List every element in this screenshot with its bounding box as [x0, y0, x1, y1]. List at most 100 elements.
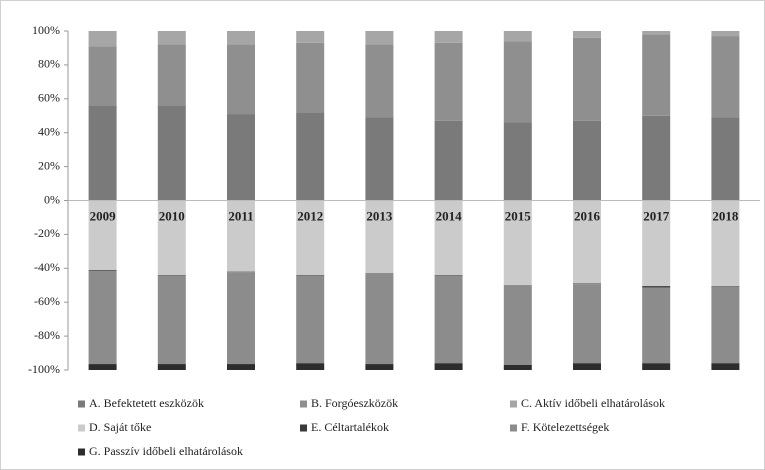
bar-segment	[711, 200, 740, 287]
bar-segment	[642, 31, 671, 35]
bar-segment	[365, 31, 394, 45]
category-label: 2009	[90, 208, 117, 223]
bar-segment	[227, 114, 255, 201]
bar-segment	[642, 287, 671, 364]
y-tick-label: -40%	[34, 260, 60, 274]
bar-segment	[503, 41, 532, 123]
bar-segment	[503, 122, 532, 201]
bar-segment	[296, 200, 325, 276]
bar-segment	[573, 363, 601, 370]
bar-segment	[503, 200, 532, 286]
legend-label: A. Befektetett eszközök	[89, 396, 204, 410]
bar-segment	[365, 200, 394, 274]
bar-segment	[296, 363, 325, 370]
bar-segment	[227, 44, 255, 115]
bar-segment	[573, 37, 601, 121]
bar-segment	[365, 364, 394, 370]
legend-swatch	[510, 400, 517, 408]
bar-segment	[296, 275, 325, 364]
y-tick-label: 80%	[38, 57, 60, 71]
bar-segment	[434, 31, 463, 43]
bar-segment	[503, 285, 532, 286]
legend-label: F. Kötelezettségek	[521, 420, 609, 434]
bar-segment	[573, 200, 601, 284]
bar-segment	[365, 273, 394, 365]
legend-swatch	[78, 424, 85, 432]
bar-segment	[227, 364, 255, 370]
bar-segment	[642, 200, 671, 287]
category-label: 2016	[574, 208, 601, 223]
bar-segment	[365, 44, 394, 118]
bar-segment	[434, 275, 463, 276]
category-label: 2011	[228, 208, 253, 223]
bar-segment	[711, 286, 740, 287]
bar-segment	[434, 200, 463, 276]
bar-segment	[157, 105, 186, 201]
bar-segment	[157, 364, 186, 370]
bar-segment	[642, 286, 671, 288]
bar-segment	[573, 120, 601, 201]
bar-segment	[711, 117, 740, 201]
bar-segment	[503, 285, 532, 365]
bar-segment	[296, 112, 325, 201]
bar-segment	[434, 120, 463, 201]
bar-segment	[227, 31, 255, 45]
bar-segment	[88, 270, 117, 365]
bar-segment	[88, 200, 117, 270]
bar-segment	[434, 363, 463, 370]
bar-segment	[88, 364, 117, 370]
legend-swatch	[510, 424, 517, 432]
bar-segment	[88, 46, 117, 106]
category-label: 2018	[712, 208, 739, 223]
bar-segment	[157, 275, 186, 365]
bar-segment	[642, 115, 671, 201]
category-label: 2012	[297, 208, 323, 223]
legend-label: C. Aktív időbeli elhatárolások	[521, 396, 665, 410]
legend-swatch	[78, 400, 85, 408]
bar-segment	[711, 36, 740, 118]
bar-segment	[573, 284, 601, 364]
bar-segment	[296, 42, 325, 113]
bar-segment	[711, 363, 740, 370]
bar-segment	[157, 44, 186, 106]
y-tick-label: -100%	[28, 362, 60, 376]
bar-segment	[642, 34, 671, 116]
category-label: 2013	[366, 208, 393, 223]
bar-segment	[157, 31, 186, 45]
bar-segment	[434, 275, 463, 364]
bar-segment	[88, 31, 117, 47]
y-tick-label: -80%	[34, 328, 60, 342]
legend-swatch	[300, 400, 307, 408]
y-tick-label: 0%	[44, 192, 60, 206]
bar-segment	[503, 31, 532, 42]
bar-segment	[227, 272, 255, 365]
bar-segment	[365, 117, 394, 201]
bar-segment	[157, 200, 186, 276]
bar-segment	[227, 271, 255, 273]
bar-segment	[88, 269, 117, 271]
bar-segment	[434, 42, 463, 121]
category-label: 2010	[159, 208, 185, 223]
y-tick-label: 20%	[38, 158, 60, 172]
bar-segment	[711, 31, 740, 37]
bar-segment	[227, 200, 255, 272]
category-label: 2015	[505, 208, 532, 223]
bar-segment	[642, 363, 671, 370]
bar-segment	[503, 364, 532, 370]
category-label: 2014	[436, 208, 463, 223]
bar-segment	[296, 275, 325, 276]
legend-label: B. Forgóeszközök	[311, 396, 398, 410]
legend-swatch	[300, 424, 307, 432]
bar-segment	[573, 283, 601, 285]
y-tick-label: 60%	[38, 91, 60, 105]
y-tick-label: 40%	[38, 124, 60, 138]
y-tick-label: -20%	[34, 226, 60, 240]
bar-segment	[88, 105, 117, 201]
legend-label: G. Passzív időbeli elhatárolások	[89, 444, 243, 458]
bar-segment	[296, 31, 325, 43]
legend-label: E. Céltartalékok	[311, 420, 389, 434]
bar-segment	[711, 286, 740, 364]
category-label: 2017	[643, 208, 670, 223]
bar-segment	[573, 31, 601, 38]
